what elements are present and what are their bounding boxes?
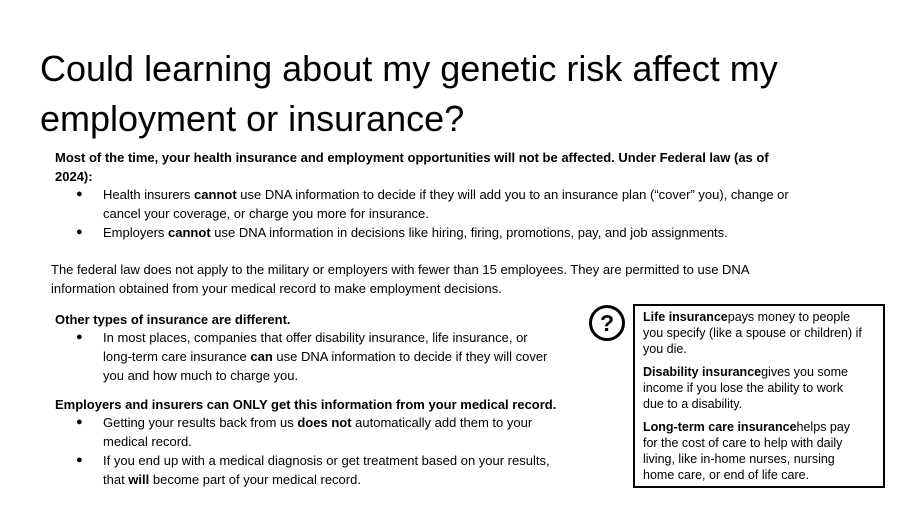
bullet-text: If you end up with a medical diagnosis o… — [103, 451, 550, 470]
definition-line: Life insurancepays money to people — [643, 309, 850, 325]
bullet-icon: ● — [76, 331, 83, 343]
definition-text: home care, or end of life care. — [643, 468, 810, 482]
definition-line: Long-term care insurancehelps pay — [643, 419, 850, 435]
emphasis-text: will — [128, 472, 150, 487]
text-segment: In most places, companies that offer dis… — [103, 330, 528, 345]
text-segment: automatically add them to your — [351, 415, 533, 430]
definition-line: you die. — [643, 341, 687, 357]
exception-line: information obtained from your medical r… — [51, 281, 502, 296]
definition-text: living, like in-home nurses, nursing — [643, 452, 835, 466]
bullet-text: you and how much to charge you. — [103, 366, 298, 385]
bullet-text: long-term care insurance can use DNA inf… — [103, 347, 547, 366]
bullet-icon: ● — [76, 416, 83, 428]
emphasis-text: cannot — [194, 187, 237, 202]
text-segment: Health insurers — [103, 187, 195, 202]
title-line: Could learning about my genetic risk aff… — [40, 48, 778, 89]
text-segment: use DNA information to decide if they wi… — [272, 349, 548, 364]
definition-line: income if you lose the ability to work — [643, 380, 843, 396]
definition-line: due to a disability. — [643, 396, 742, 412]
title-line: employment or insurance? — [40, 98, 465, 139]
svg-text:?: ? — [600, 310, 614, 336]
definition-line: you specify (like a spouse or children) … — [643, 325, 862, 341]
definition-line: living, like in-home nurses, nursing — [643, 451, 835, 467]
definition-term: Disability insurance — [643, 365, 762, 379]
text-segment: use DNA information in decisions like hi… — [210, 225, 728, 240]
other-insurance-heading: Other types of insurance are different. — [55, 312, 291, 327]
intro-line: Most of the time, your health insurance … — [55, 150, 769, 165]
text-segment: become part of your medical record. — [149, 472, 361, 487]
exception-line: The federal law does not apply to the mi… — [51, 262, 750, 277]
definition-line: home care, or end of life care. — [643, 467, 809, 483]
bullet-text: In most places, companies that offer dis… — [103, 328, 528, 347]
bullet-icon: ● — [76, 226, 83, 238]
text-segment: use DNA information to decide if they wi… — [236, 187, 789, 202]
emphasis-text: does not — [297, 415, 352, 430]
definition-line: Disability insurancegives you some — [643, 364, 848, 380]
definition-text: helps pay — [796, 420, 851, 434]
text-segment: long-term care insurance — [103, 349, 251, 364]
text-segment: If you end up with a medical diagnosis o… — [103, 453, 550, 468]
emphasis-text: can — [250, 349, 273, 364]
text-segment: that — [103, 472, 129, 487]
definition-line: for the cost of care to help with daily — [643, 435, 842, 451]
bullet-icon: ● — [76, 454, 83, 466]
definition-text: due to a disability. — [643, 397, 743, 411]
bullet-text: Health insurers cannot use DNA informati… — [103, 185, 789, 204]
intro-line: 2024): — [55, 169, 93, 184]
definition-text: pays money to people — [727, 310, 851, 324]
bullet-text: cancel your coverage, or charge you more… — [103, 204, 429, 223]
definition-text: income if you lose the ability to work — [643, 381, 844, 395]
definition-text: you die. — [643, 342, 687, 356]
emphasis-text: cannot — [168, 225, 211, 240]
definition-text: gives you some — [761, 365, 848, 379]
slide-title: Could learning about my genetic risk aff… — [40, 44, 778, 144]
definition-text: for the cost of care to help with daily — [643, 436, 843, 450]
question-circle-icon: ? — [589, 305, 625, 341]
medical-record-heading: Employers and insurers can ONLY get this… — [55, 397, 557, 412]
text-segment: Getting your results back from us — [103, 415, 298, 430]
definition-term: Long-term care insurance — [643, 420, 797, 434]
bullet-icon: ● — [76, 188, 83, 200]
definition-text: you specify (like a spouse or children) … — [643, 326, 862, 340]
text-segment: cancel your coverage, or charge you more… — [103, 206, 429, 221]
bullet-text: medical record. — [103, 432, 192, 451]
text-segment: medical record. — [103, 434, 192, 449]
bullet-text: that will become part of your medical re… — [103, 470, 361, 489]
bullet-text: Employers cannot use DNA information in … — [103, 223, 728, 242]
definition-term: Life insurance — [643, 310, 728, 324]
bullet-text: Getting your results back from us does n… — [103, 413, 532, 432]
definitions-box: Life insurancepays money to people you sp… — [633, 304, 885, 488]
text-segment: Employers — [103, 225, 169, 240]
text-segment: you and how much to charge you. — [103, 368, 299, 383]
